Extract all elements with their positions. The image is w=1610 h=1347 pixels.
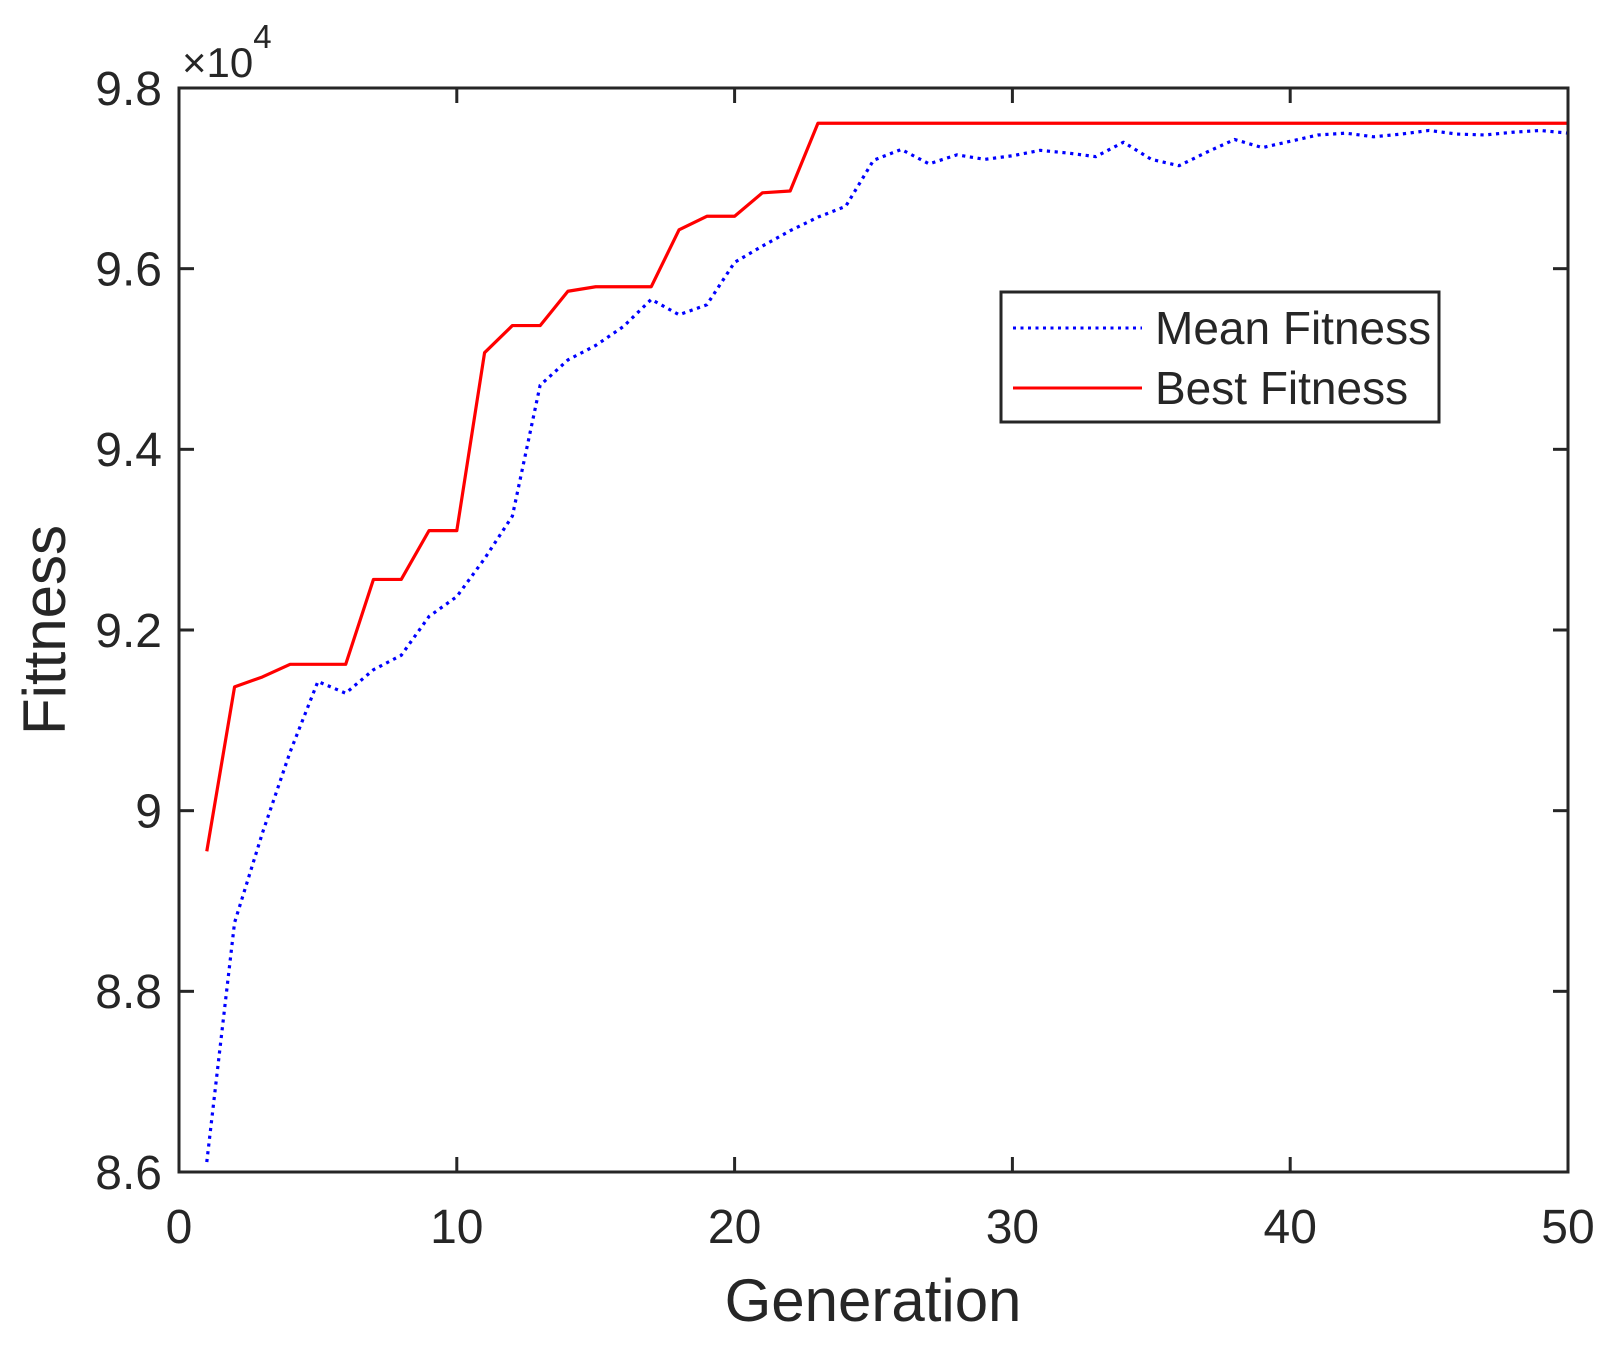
x-tick-label: 40 — [1264, 1201, 1317, 1254]
x-tick-label: 10 — [430, 1201, 483, 1254]
y-tick-label: 9.8 — [95, 63, 162, 116]
legend-mean-fitness-label: Mean Fitness — [1155, 302, 1431, 354]
y-axis-label: Fittness — [11, 525, 78, 735]
y-tick-label: 8.8 — [95, 966, 162, 1019]
y-tick-label: 8.6 — [95, 1147, 162, 1200]
legend: Mean Fitness Best Fitness — [999, 290, 1441, 424]
chart-dynamic-layer: 0 10 20 30 40 50 8.6 8.8 9 9.2 9.4 9.6 9.8 — [95, 63, 1594, 1254]
legend-best-fitness-label: Best Fitness — [1155, 362, 1408, 414]
x-tick-label: 20 — [708, 1201, 761, 1254]
y-axis-multiplier: ×104 — [182, 18, 272, 86]
x-tick-label: 0 — [166, 1201, 193, 1254]
plot-area-border — [177, 86, 1570, 1174]
x-axis-label: Generation — [725, 1267, 1022, 1334]
x-tick-label: 50 — [1541, 1201, 1594, 1254]
y-tick-label: 9.6 — [95, 243, 162, 296]
best-fitness-line — [205, 121, 1568, 852]
legend-border — [999, 290, 1441, 424]
x-tick-label: 30 — [986, 1201, 1039, 1254]
y-tick-label: 9 — [135, 785, 162, 838]
mean-fitness-line — [205, 128, 1569, 1163]
y-tick-label: 9.2 — [95, 605, 162, 658]
y-tick-label: 9.4 — [95, 424, 162, 477]
